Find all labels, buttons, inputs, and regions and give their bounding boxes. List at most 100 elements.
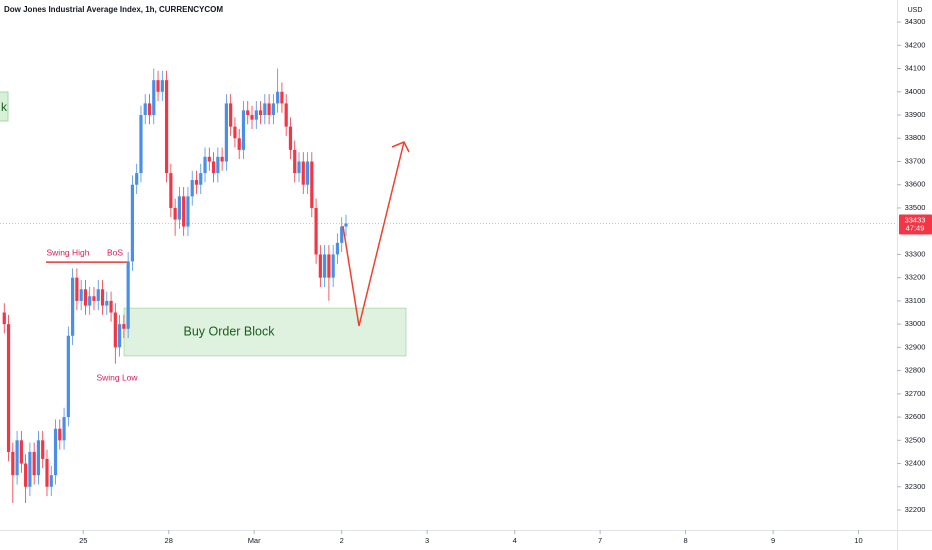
candle-body [254,110,258,120]
y-tick-label: 32600 [905,412,926,421]
x-tick-label: Mar [248,536,261,545]
x-tick-label: 2 [340,536,344,545]
x-tick-label: 10 [854,536,862,545]
y-tick-label: 34100 [905,64,926,73]
candle-body [79,289,83,301]
candle-body [276,91,280,104]
candle-body [71,277,75,336]
candle-body [143,103,147,116]
y-tick-label: 32200 [905,505,926,514]
x-tick-label: 4 [513,536,517,545]
y-tick-label: 32300 [905,482,926,491]
y-tick-label: 33300 [905,249,926,258]
candle-body [340,226,344,243]
y-tick-label: 32800 [905,366,926,375]
candle-body [66,335,70,418]
candle-body [118,324,122,348]
candle-body [314,207,318,255]
candle-body [280,91,284,104]
candle-body [323,254,327,278]
candle-body [28,451,32,487]
candle-body [62,417,66,441]
candle-body [237,138,241,150]
candle-body [105,300,109,306]
y-tick-label: 33000 [905,319,926,328]
order-block-zone [123,307,407,357]
x-tick-label: 28 [165,536,173,545]
candle-body [177,196,181,220]
candle-body [45,458,49,487]
candle-body [58,428,62,441]
candle-body [100,289,105,306]
projection-arrow [342,141,410,327]
candle-body [182,196,186,227]
candle-body [152,80,156,116]
candle-body [130,184,135,262]
candle-body [327,254,331,278]
candle-body [318,254,322,278]
candle-body [109,300,113,313]
plot-area: Buy Order Block [2,68,407,504]
swing-low-label: Swing Low [96,372,138,382]
candle-body [258,110,263,116]
candle-body [2,312,6,325]
candle-body [335,242,340,255]
candle-body [331,254,335,278]
countdown-label: 47:49 [906,224,925,233]
candle-body [75,277,79,301]
y-tick-label: 33500 [905,203,926,212]
candle-body [199,173,203,185]
x-tick-label: 3 [425,536,429,545]
candle-body [96,289,100,301]
candle-body [15,440,19,476]
candle-body [186,196,190,227]
y-tick-label: 32500 [905,435,926,444]
arrow-head [391,141,410,153]
bos-label: BoS [107,247,123,257]
candle-body [305,161,310,185]
candle-body [190,180,194,197]
candle-body [135,173,139,185]
y-tick-label: 34300 [905,17,926,26]
last-price-label: 33433 [905,216,926,225]
x-tick-label: 7 [598,536,602,545]
y-tick-label: 33700 [905,156,926,165]
candle-body [203,156,207,174]
candle-body [310,161,314,208]
candle-body [301,161,305,185]
candle-body [271,103,275,116]
candle-body [250,115,254,120]
candle-body [53,428,58,476]
candle-body [173,207,177,220]
candle-body [32,451,36,476]
x-tick-label: 9 [771,536,775,545]
y-tick-label: 34200 [905,40,926,49]
candle-body [263,103,267,116]
candle-body [147,103,152,116]
candle-body [49,475,53,487]
candle-body [288,126,293,150]
candle-body [11,451,15,476]
left-box [0,91,9,122]
candle-body [19,440,23,464]
candle-body [233,126,237,139]
y-tick-label: 34000 [905,87,926,96]
candle-body [297,161,301,174]
left-box-label: k [1,100,8,114]
candle-body [241,110,246,150]
y-tick-label: 33600 [905,180,926,189]
candle-body [156,80,160,92]
candle-body [92,296,96,301]
candle-body [267,103,271,116]
candle-body [220,156,224,162]
last-price-tag [899,214,932,235]
y-tick-label: 33900 [905,110,926,119]
candle-body [126,261,130,329]
candle-body [139,115,143,174]
candle-body [113,312,117,348]
candle-body [88,296,92,306]
candle-body [207,156,211,162]
x-tick-label: 8 [683,536,687,545]
